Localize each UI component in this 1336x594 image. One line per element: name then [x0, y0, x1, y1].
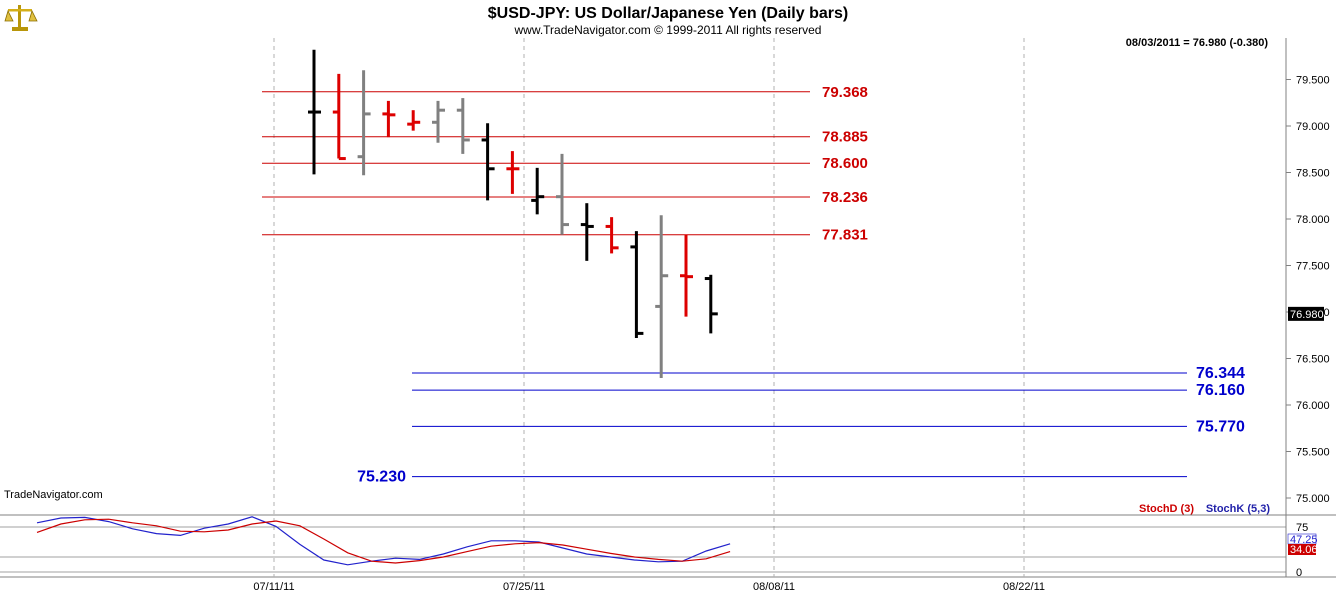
ohlc-bar: [531, 167, 545, 215]
stoch-series-line: [36, 518, 731, 564]
y-tick-label: 76.500: [1296, 354, 1330, 366]
watermark: TradeNavigator.com: [4, 489, 103, 501]
support-label: 75.230: [357, 469, 406, 486]
support-label: 75.770: [1196, 418, 1245, 435]
ohlc-bar: [357, 70, 371, 176]
ohlc-bar: [556, 153, 569, 235]
x-tick-label: 08/08/11: [753, 581, 795, 593]
stoch-y-tick-label: 75: [1296, 522, 1308, 534]
ohlc-bar: [506, 151, 520, 194]
scales-logo-icon: [4, 5, 38, 31]
stoch-k-last-value: 47.25: [1290, 534, 1318, 546]
fibonacci-levels: 79.368 78.885 78.600 78.236 77.831 76.34476.1…: [262, 84, 1245, 486]
last-price-info: 08/03/2011 = 76.980 (-0.380): [1126, 37, 1269, 49]
ohlc-bar: [308, 49, 321, 175]
price-y-axis: 79.50079.00078.50078.00077.50077.00076.5…: [1286, 75, 1330, 505]
ohlc-bar: [407, 110, 421, 131]
chart-title: $USD-JPY: US Dollar/Japanese Yen (Daily …: [488, 5, 848, 22]
date-x-axis: 07/11/11 07/25/11 08/08/11 08/22/11: [253, 581, 1045, 593]
stoch-d-last-value: 34.06: [1290, 544, 1318, 556]
ohlc-bar: [382, 100, 396, 138]
support-label: 76.344: [1196, 365, 1245, 382]
svg-text:76.980: 76.980: [1290, 309, 1324, 321]
y-tick-label: 78.000: [1296, 214, 1330, 226]
y-tick-label: 75.500: [1296, 447, 1330, 459]
ohlc-bar: [432, 100, 445, 143]
ohlc-bar: [481, 123, 495, 201]
x-tick-label: 07/11/11: [253, 581, 294, 593]
last-price-badge: 76.980: [1288, 306, 1324, 321]
ohlc-bar: [332, 73, 346, 161]
stochastic-pane: 75 0: [0, 516, 1308, 579]
legend-stoch-d: StochD (3): [1139, 503, 1194, 515]
resistance-label: 78.236: [822, 189, 868, 206]
ohlc-bar: [456, 98, 470, 154]
ohlc-bar: [680, 234, 693, 317]
resistance-label: 78.885: [822, 129, 868, 146]
y-tick-label: 76.000: [1296, 400, 1330, 412]
support-label: 76.160: [1196, 382, 1245, 399]
resistance-label: 77.831: [822, 227, 868, 244]
y-tick-label: 77.500: [1296, 261, 1330, 273]
stoch-last-values: 47.25 34.06: [1287, 533, 1318, 556]
ohlc-bar: [605, 217, 619, 254]
stoch-y-tick-label: 0: [1296, 567, 1302, 579]
legend-stoch-k: StochK (5,3): [1206, 503, 1271, 515]
y-tick-label: 79.000: [1296, 121, 1330, 133]
vertical-gridlines: [273, 38, 1025, 577]
ohlc-bar: [704, 274, 718, 334]
x-tick-label: 07/25/11: [503, 581, 545, 593]
resistance-label: 79.368: [822, 84, 868, 101]
ohlc-bar: [580, 203, 594, 261]
ohlc-bar: [655, 215, 669, 379]
resistance-label: 78.600: [822, 155, 868, 172]
ohlc-bars: [308, 49, 718, 379]
stoch-series-line: [36, 516, 731, 566]
price-pane-frame: [0, 38, 1336, 578]
ohlc-bar: [630, 231, 644, 339]
copyright-subtitle: www.TradeNavigator.com © 1999-2011 All r…: [514, 23, 822, 37]
y-tick-label: 75.000: [1296, 493, 1330, 505]
y-tick-label: 79.500: [1296, 75, 1330, 87]
x-tick-label: 08/22/11: [1003, 581, 1045, 593]
y-tick-label: 78.500: [1296, 168, 1330, 180]
